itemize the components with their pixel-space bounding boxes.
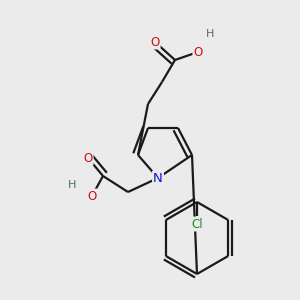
Text: H: H	[68, 180, 76, 190]
Text: O: O	[83, 152, 93, 164]
Text: Cl: Cl	[191, 218, 203, 230]
Text: O: O	[87, 190, 97, 202]
Text: H: H	[206, 29, 214, 39]
Text: O: O	[150, 35, 160, 49]
Text: N: N	[153, 172, 163, 184]
Text: O: O	[194, 46, 202, 59]
